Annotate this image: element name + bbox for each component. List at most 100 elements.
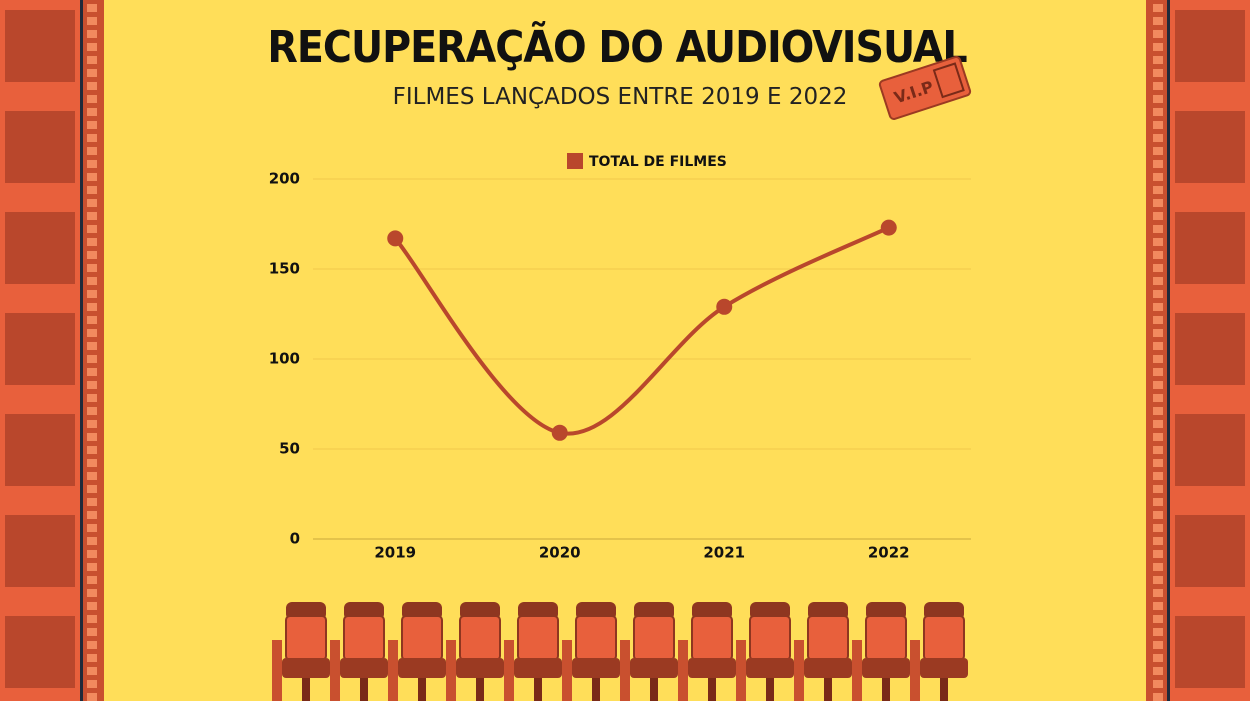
- sprocket-hole: [87, 69, 97, 77]
- sprocket-hole: [87, 108, 97, 116]
- sprocket-hole: [1153, 329, 1163, 337]
- seat-leg: [882, 678, 890, 701]
- sprocket-hole: [87, 82, 97, 90]
- film-frame: [1175, 10, 1245, 82]
- film-frame: [1175, 616, 1245, 688]
- seat-body: [285, 615, 327, 661]
- seat-cushion: [340, 658, 388, 678]
- seat-body: [807, 615, 849, 661]
- y-tick-label: 100: [269, 350, 300, 368]
- sprocket-hole: [87, 589, 97, 597]
- sprocket-hole: [87, 56, 97, 64]
- sprocket-hole: [1153, 199, 1163, 207]
- sprocket-hole: [87, 303, 97, 311]
- sprocket-hole: [87, 17, 97, 25]
- sprocket-hole: [87, 654, 97, 662]
- sprocket-hole: [87, 342, 97, 350]
- sprocket-hole: [1153, 394, 1163, 402]
- sprocket-hole: [1153, 615, 1163, 623]
- sprocket-hole: [87, 173, 97, 181]
- seat-body: [865, 615, 907, 661]
- sprocket-hole: [1153, 472, 1163, 480]
- sprocket-hole: [1153, 628, 1163, 636]
- seat-body: [749, 615, 791, 661]
- film-edge: [1146, 0, 1170, 701]
- sprocket-hole: [1153, 108, 1163, 116]
- y-tick-label: 0: [290, 530, 300, 548]
- sprocket-hole: [1153, 56, 1163, 64]
- seat-cushion: [630, 658, 678, 678]
- sprocket-hole: [1153, 511, 1163, 519]
- sprocket-hole: [87, 95, 97, 103]
- armrest: [446, 640, 456, 701]
- legend-label: TOTAL DE FILMES: [589, 154, 727, 170]
- sprocket-hole: [87, 524, 97, 532]
- sprocket-hole: [1153, 95, 1163, 103]
- sprocket-hole: [87, 420, 97, 428]
- seat-leg: [534, 678, 542, 701]
- sprocket-hole: [1153, 537, 1163, 545]
- sprocket-hole: [87, 121, 97, 129]
- film-frame: [1175, 111, 1245, 183]
- sprocket-hole: [87, 290, 97, 298]
- seat-leg: [940, 678, 948, 701]
- seat-leg: [650, 678, 658, 701]
- film-line: [1167, 0, 1170, 701]
- sprocket-hole: [1153, 290, 1163, 298]
- sprocket-hole: [1153, 498, 1163, 506]
- seat-cushion: [282, 658, 330, 678]
- armrest: [794, 640, 804, 701]
- sprocket-hole: [87, 667, 97, 675]
- seat-leg: [302, 678, 310, 701]
- sprocket-hole: [1153, 368, 1163, 376]
- vip-ticket: V.I.P: [878, 56, 972, 120]
- armrest: [504, 640, 514, 701]
- sprocket-hole: [1153, 251, 1163, 259]
- sprocket-hole: [1153, 316, 1163, 324]
- sprocket-hole: [1153, 355, 1163, 363]
- sprocket-hole: [1153, 524, 1163, 532]
- sprocket-hole: [1153, 69, 1163, 77]
- film-frame: [5, 616, 75, 688]
- sprocket-hole: [87, 368, 97, 376]
- seat-cushion: [688, 658, 736, 678]
- y-tick-label: 150: [269, 260, 300, 278]
- armrest: [910, 640, 920, 701]
- sprocket-hole: [1153, 563, 1163, 571]
- y-tick-label: 50: [279, 440, 300, 458]
- sprocket-hole: [1153, 459, 1163, 467]
- seat-leg: [418, 678, 426, 701]
- sprocket-hole: [87, 264, 97, 272]
- legend-swatch: [567, 153, 583, 169]
- armrest: [272, 640, 282, 701]
- sprocket-hole: [87, 563, 97, 571]
- sprocket-hole: [1153, 589, 1163, 597]
- sprocket-hole: [87, 381, 97, 389]
- seat-body: [401, 615, 443, 661]
- sprocket-hole: [87, 550, 97, 558]
- x-tick-label: 2020: [539, 544, 581, 562]
- armrest: [852, 640, 862, 701]
- sprocket-hole: [1153, 446, 1163, 454]
- sprocket-hole: [1153, 433, 1163, 441]
- sprocket-hole: [87, 316, 97, 324]
- sprocket-hole: [1153, 147, 1163, 155]
- armrest: [562, 640, 572, 701]
- sprocket-hole: [1153, 654, 1163, 662]
- sprocket-hole: [1153, 303, 1163, 311]
- sprocket-hole: [1153, 134, 1163, 142]
- sprocket-hole: [1153, 264, 1163, 272]
- sprocket-hole: [87, 147, 97, 155]
- sprocket-hole: [87, 498, 97, 506]
- seat-body: [459, 615, 501, 661]
- seat-leg: [766, 678, 774, 701]
- seat-body: [691, 615, 733, 661]
- sprocket-hole: [87, 355, 97, 363]
- sprocket-hole: [87, 30, 97, 38]
- sprocket-hole: [1153, 407, 1163, 415]
- seat-leg: [360, 678, 368, 701]
- sprocket-hole: [87, 446, 97, 454]
- sprocket-hole: [87, 329, 97, 337]
- point: [387, 230, 404, 247]
